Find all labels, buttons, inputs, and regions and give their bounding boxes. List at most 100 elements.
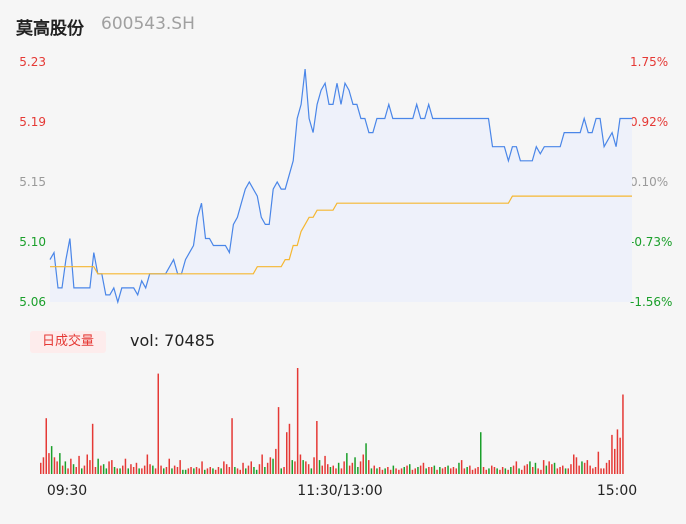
y-tick-right: -1.56%: [630, 295, 672, 309]
volume-bar: [430, 467, 433, 474]
volume-bar: [488, 468, 490, 474]
volume-bar: [190, 467, 192, 474]
volume-bar: [245, 468, 247, 474]
volume-bar: [53, 457, 56, 474]
volume-bar: [597, 451, 600, 474]
volume-bar: [100, 465, 102, 474]
volume-bar: [335, 468, 337, 474]
volume-bar: [444, 467, 446, 474]
y-tick-left: 5.10: [19, 235, 46, 249]
volume-bar: [168, 458, 170, 474]
volume-bar: [463, 468, 466, 474]
volume-bar: [365, 443, 367, 474]
volume-bar: [225, 464, 228, 474]
volume-bar: [135, 462, 138, 474]
volume-bar: [302, 460, 304, 474]
volume-bar: [493, 467, 496, 474]
volume-bar: [359, 461, 362, 474]
volume-bar: [299, 454, 302, 474]
volume-bar: [318, 460, 321, 474]
volume-bar: [343, 461, 345, 474]
volume-bar: [253, 467, 255, 474]
volume-bar: [250, 461, 252, 474]
volume-bar: [329, 467, 332, 474]
volume-bar: [532, 467, 534, 474]
volume-bar: [324, 455, 326, 474]
volume-bar: [562, 465, 564, 474]
volume-bar: [138, 468, 140, 474]
volume-bar: [450, 468, 452, 474]
average-line: [50, 195, 632, 275]
volume-bar: [132, 467, 135, 474]
volume-bar: [48, 453, 50, 474]
volume-bar: [234, 467, 236, 474]
volume-bar: [127, 468, 129, 474]
volume-bar: [346, 453, 348, 474]
volume-bar: [553, 462, 556, 474]
volume-bar: [466, 467, 468, 474]
volume-bar: [64, 461, 67, 474]
volume-bar: [573, 454, 575, 474]
volume-bar: [433, 465, 436, 474]
volume-bar: [362, 454, 364, 474]
volume-bar: [515, 461, 518, 474]
volume-bar: [204, 469, 206, 474]
y-tick-left: 5.19: [19, 115, 46, 129]
volume-bar: [373, 465, 375, 474]
volume-bar: [160, 465, 162, 474]
volume-bar: [496, 468, 498, 474]
volume-bar: [411, 469, 414, 474]
volume-bar: [179, 460, 181, 474]
y-tick-left: 5.06: [19, 295, 46, 309]
volume-bar: [288, 423, 291, 474]
volume-bar: [436, 469, 438, 474]
volume-bar: [392, 465, 395, 474]
volume-bar: [275, 448, 277, 474]
volume-bar: [193, 468, 195, 474]
volume-bar: [485, 469, 487, 474]
stock-name: 莫高股份: [16, 19, 84, 39]
volume-bar: [521, 469, 523, 474]
volume-bar: [559, 467, 561, 474]
price-area: [50, 69, 632, 302]
volume-bar: [378, 467, 381, 474]
volume-bar: [354, 457, 356, 474]
volume-bar: [441, 468, 444, 474]
volume-bar: [316, 421, 318, 474]
volume-bar: [471, 469, 474, 474]
volume-bar: [501, 467, 504, 474]
volume-bar: [280, 468, 282, 474]
volume-bar: [255, 469, 258, 474]
volume-bar: [428, 467, 430, 474]
volume-bar: [452, 467, 455, 474]
x-tick-label: 15:00: [597, 483, 637, 499]
volume-bar: [173, 465, 176, 474]
volume-bar: [619, 437, 621, 474]
volume-bar: [102, 464, 105, 474]
volume-bar: [50, 446, 53, 474]
volume-bar: [616, 429, 619, 474]
volume-bar: [152, 465, 154, 474]
volume-bar: [116, 468, 118, 474]
volume-bar: [242, 462, 244, 474]
volume-bar: [220, 468, 222, 474]
volume-badge[interactable]: 日成交量: [30, 331, 106, 353]
volume-bar: [231, 418, 233, 474]
volume-bar: [163, 468, 165, 474]
volume-bar: [605, 462, 608, 474]
volume-bar: [592, 468, 594, 474]
volume-bar: [414, 468, 416, 474]
volume-bar: [72, 464, 75, 474]
volume-bar: [368, 460, 370, 474]
volume-bar: [504, 468, 507, 474]
volume-bar: [228, 467, 231, 474]
volume-bar: [277, 407, 280, 474]
volume-bar: [614, 448, 616, 474]
volume-bar: [78, 455, 80, 474]
volume-bar: [56, 461, 58, 474]
volume-bar: [583, 462, 586, 474]
volume-bar: [376, 468, 378, 474]
volume-bar: [357, 467, 359, 474]
volume-bar: [480, 432, 482, 474]
